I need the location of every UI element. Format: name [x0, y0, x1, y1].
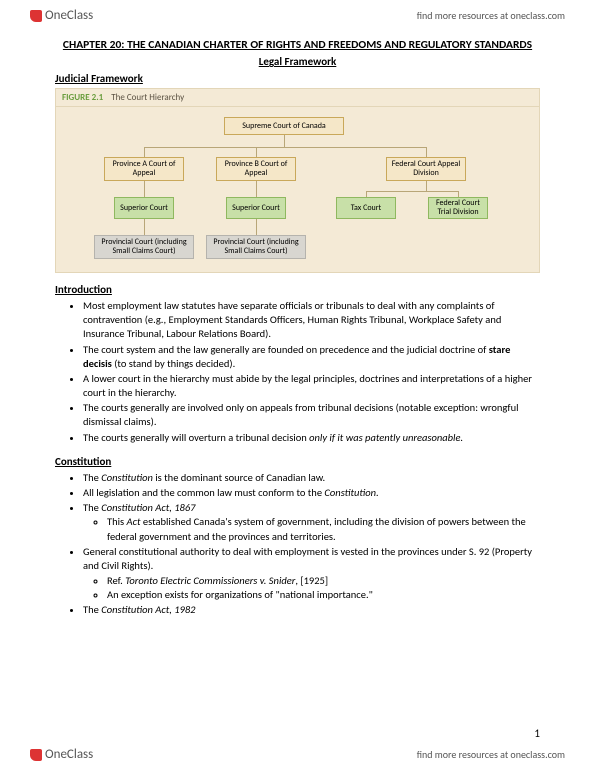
connector-line	[144, 147, 427, 148]
node-provincial-court-a: Provincial Court (including Small Claims…	[94, 235, 194, 259]
node-supreme-court: Supreme Court of Canada	[224, 117, 344, 135]
connector-line	[366, 191, 458, 192]
figure-label: FIGURE 2.1	[62, 92, 103, 103]
connector-line	[426, 147, 427, 157]
connector-line	[144, 181, 145, 197]
node-province-a-appeal: Province A Court of Appeal	[104, 157, 184, 181]
node-province-b-appeal: Province B Court of Appeal	[216, 157, 296, 181]
connector-line	[144, 147, 145, 157]
constitution-item: General constitutional authority to deal…	[83, 545, 540, 573]
constitution-list: The Constitution is the dominant source …	[55, 471, 540, 618]
chapter-title: CHAPTER 20: THE CANADIAN CHARTER OF RIGH…	[55, 37, 540, 53]
page-content: CHAPTER 20: THE CANADIAN CHARTER OF RIGH…	[0, 27, 595, 618]
intro-item: The courts generally are involved only o…	[83, 401, 540, 429]
node-superior-court-b: Superior Court	[226, 197, 286, 219]
introduction-head: Introduction	[55, 283, 540, 296]
constitution-subitem: An exception exists for organizations of…	[107, 588, 540, 602]
connector-line	[256, 147, 257, 157]
constitution-sublist: Ref. Toronto Electric Commissioners v. S…	[83, 574, 540, 602]
constitution-item: All legislation and the common law must …	[83, 486, 540, 500]
logo-icon	[30, 749, 42, 761]
intro-item: The courts generally will overturn a tri…	[83, 431, 540, 445]
page-header: OneClass find more resources at oneclass…	[0, 0, 595, 27]
node-federal-trial: Federal Court Trial Division	[428, 197, 488, 219]
footer-link[interactable]: find more resources at oneclass.com	[417, 748, 565, 761]
constitution-item: The Constitution is the dominant source …	[83, 471, 540, 485]
intro-item: The court system and the law generally a…	[83, 343, 540, 371]
constitution-item-sub: Ref. Toronto Electric Commissioners v. S…	[83, 574, 540, 602]
node-provincial-court-b: Provincial Court (including Small Claims…	[206, 235, 306, 259]
introduction-list: Most employment law statutes have separa…	[55, 299, 540, 445]
brand-name: OneClass	[45, 8, 93, 23]
node-superior-court-a: Superior Court	[114, 197, 174, 219]
court-hierarchy-diagram: Supreme Court of Canada Province A Court…	[56, 107, 539, 272]
connector-line	[426, 181, 427, 191]
connector-line	[284, 135, 285, 147]
intro-item: Most employment law statutes have separa…	[83, 299, 540, 342]
brand-logo: OneClass	[30, 8, 93, 23]
judicial-framework-head: Judicial Framework	[55, 72, 540, 85]
header-link[interactable]: find more resources at oneclass.com	[417, 9, 565, 22]
brand-logo-footer: OneClass	[30, 747, 93, 762]
page-footer: OneClass find more resources at oneclass…	[0, 747, 595, 762]
figure-caption-text: The Court Hierarchy	[111, 92, 184, 103]
node-tax-court: Tax Court	[336, 197, 396, 219]
figure-caption: FIGURE 2.1 The Court Hierarchy	[56, 89, 539, 107]
intro-item: A lower court in the hierarchy must abid…	[83, 372, 540, 400]
connector-line	[256, 181, 257, 197]
constitution-head: Constitution	[55, 455, 540, 468]
logo-icon	[30, 10, 42, 22]
legal-framework-title: Legal Framework	[55, 55, 540, 68]
constitution-sublist: This Act established Canada's system of …	[83, 515, 540, 543]
constitution-subitem: Ref. Toronto Electric Commissioners v. S…	[107, 574, 540, 588]
connector-line	[256, 219, 257, 235]
court-hierarchy-figure: FIGURE 2.1 The Court Hierarchy Supreme C…	[55, 88, 540, 273]
constitution-subitem: This Act established Canada's system of …	[107, 515, 540, 543]
connector-line	[144, 219, 145, 235]
node-federal-appeal: Federal Court Appeal Division	[386, 157, 466, 181]
constitution-item: The Constitution Act, 1867 This Act esta…	[83, 501, 540, 544]
page-number: 1	[534, 727, 540, 740]
constitution-item: The Constitution Act, 1982	[83, 603, 540, 617]
brand-name-footer: OneClass	[45, 747, 93, 762]
